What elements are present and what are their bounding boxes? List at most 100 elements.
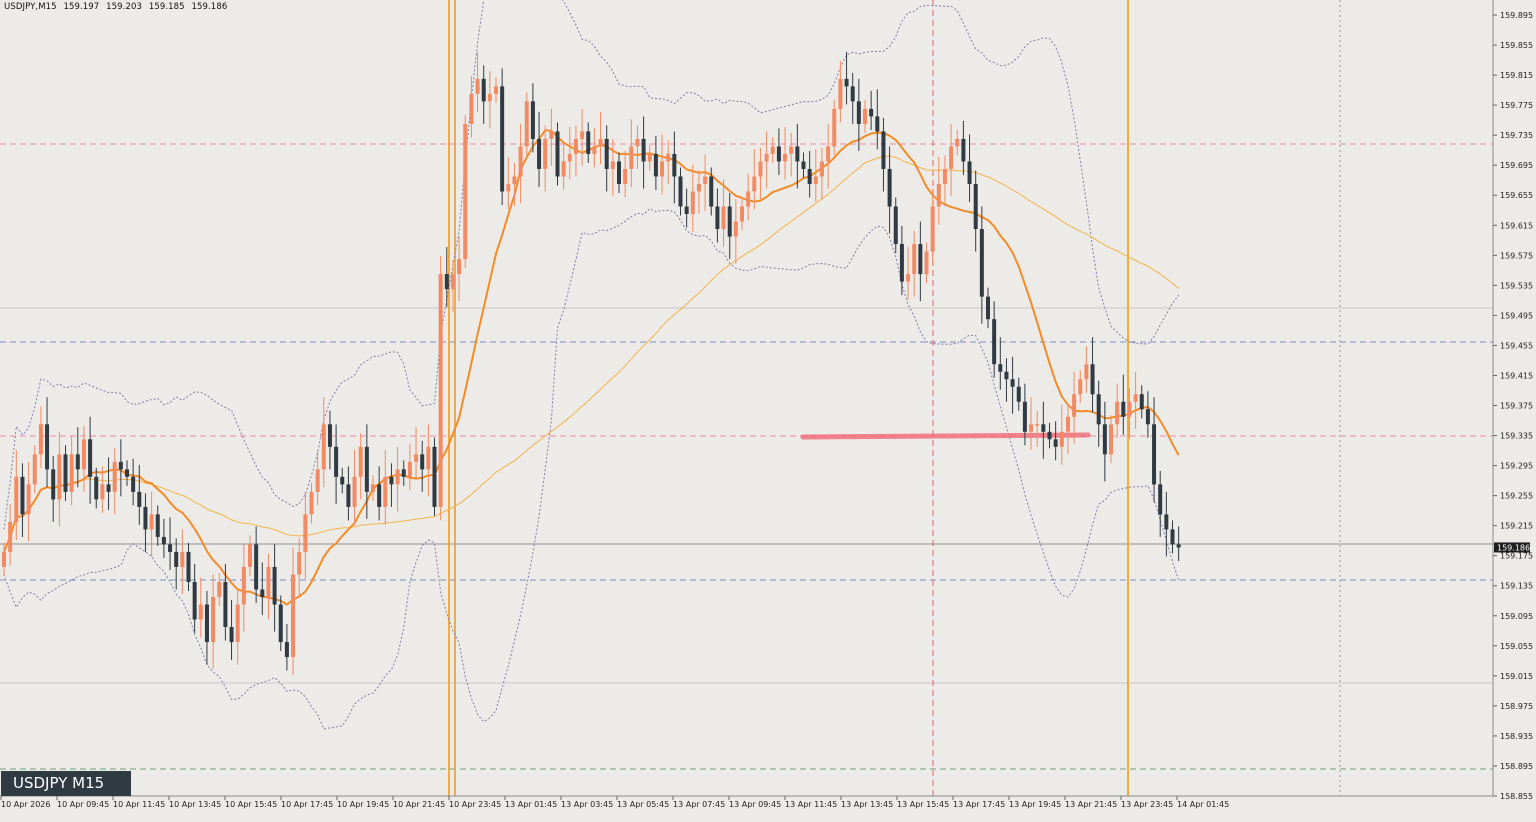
candle-body (764, 153, 769, 162)
candle-body (641, 138, 646, 162)
candle-body (973, 183, 978, 230)
candle-body (481, 78, 486, 102)
price-tick-label: 158.855 (1500, 792, 1533, 801)
candle-body (530, 101, 535, 139)
candle-body (567, 153, 572, 162)
candle-body (795, 146, 800, 162)
candle-body (371, 484, 375, 492)
candle-body (1096, 394, 1101, 425)
candle-body (1158, 484, 1163, 515)
candle-body (161, 536, 166, 545)
candle-body (198, 604, 203, 620)
time-tick-label: 13 Apr 09:45 (729, 800, 781, 809)
price-tick-label: 159.735 (1500, 131, 1533, 140)
candle-body (1121, 401, 1126, 417)
price-tick-label: 159.135 (1500, 582, 1533, 591)
price-tick-label: 158.895 (1500, 762, 1533, 771)
price-tick-label: 159.775 (1500, 101, 1533, 110)
candle-body (57, 454, 62, 500)
price-tick-label: 159.895 (1500, 11, 1533, 20)
candle-body (469, 93, 474, 124)
candle-body (143, 506, 148, 530)
candle-body (586, 131, 591, 154)
price-tick-label: 159.495 (1500, 311, 1533, 320)
price-tick-label: 159.815 (1500, 71, 1533, 80)
candle-body (352, 476, 357, 507)
candle-body (118, 461, 123, 470)
candle-body (918, 244, 923, 275)
time-tick-label: 13 Apr 01:45 (505, 800, 557, 809)
candle-body (856, 101, 861, 124)
candle-body (500, 86, 505, 192)
candle-body (986, 296, 990, 320)
price-tick-label: 159.375 (1500, 402, 1533, 411)
symbol-timeframe: USDJPY,M15 (4, 2, 57, 12)
candle-body (543, 138, 548, 169)
candle-body (807, 168, 812, 184)
candle-body (1109, 424, 1113, 455)
candle-body (721, 206, 726, 230)
candle-body (1115, 401, 1120, 425)
candle-body (819, 161, 824, 177)
time-tick-label: 13 Apr 13:45 (841, 800, 893, 809)
candle-body (272, 566, 277, 605)
price-tick-label: 158.975 (1500, 702, 1533, 711)
candle-body (364, 446, 369, 492)
candle-body (278, 604, 283, 643)
candle-body (377, 484, 382, 507)
candle-body (494, 86, 498, 94)
candle-body (125, 469, 129, 477)
candle-body (1145, 409, 1150, 425)
candle-body (666, 153, 671, 162)
candle-body (783, 153, 788, 162)
candle-body (1164, 514, 1169, 530)
candle-body (524, 101, 529, 147)
candle-body (752, 176, 757, 192)
candle-body (653, 153, 658, 177)
candle-body (438, 274, 443, 507)
candle-body (192, 581, 197, 620)
candle-body (260, 589, 265, 597)
candle-body (1127, 401, 1132, 417)
candle-body (838, 78, 843, 109)
candle-body (69, 454, 74, 492)
candle-body (2, 551, 6, 567)
candle-body (617, 161, 621, 184)
candle-body (217, 581, 222, 597)
candle-body (592, 146, 597, 154)
candle-body (1078, 379, 1083, 395)
candle-body (94, 476, 99, 500)
candle-body (955, 138, 960, 147)
time-tick-label: 13 Apr 07:45 (673, 800, 725, 809)
candle-body (1065, 416, 1070, 432)
candle-body (383, 476, 388, 507)
candle-body (1016, 386, 1021, 402)
time-tick-label: 10 Apr 19:45 (337, 800, 389, 809)
high-price: 159.203 (106, 2, 142, 12)
candle-body (936, 183, 941, 207)
candle-body (844, 78, 849, 87)
candle-body (850, 86, 855, 102)
close-price: 159.186 (191, 2, 228, 12)
candle-body (100, 484, 105, 500)
candle-body (887, 168, 892, 207)
candle-body (346, 484, 351, 507)
slow-moving-average (3, 155, 1180, 553)
candle-body (1133, 394, 1138, 402)
candle-body (733, 221, 738, 237)
time-tick-label: 13 Apr 03:45 (561, 800, 613, 809)
candle-body (992, 319, 997, 365)
candle-body (444, 274, 449, 290)
candle-body (149, 514, 154, 530)
candle-body (1041, 424, 1046, 432)
candle-body (211, 597, 216, 643)
candle-body (254, 544, 259, 590)
candle-body (204, 604, 209, 643)
candle-body (684, 206, 689, 215)
candle-body (235, 604, 240, 643)
fast-moving-average (3, 129, 1180, 606)
candle-body (1170, 529, 1175, 545)
candle-body (512, 176, 517, 184)
